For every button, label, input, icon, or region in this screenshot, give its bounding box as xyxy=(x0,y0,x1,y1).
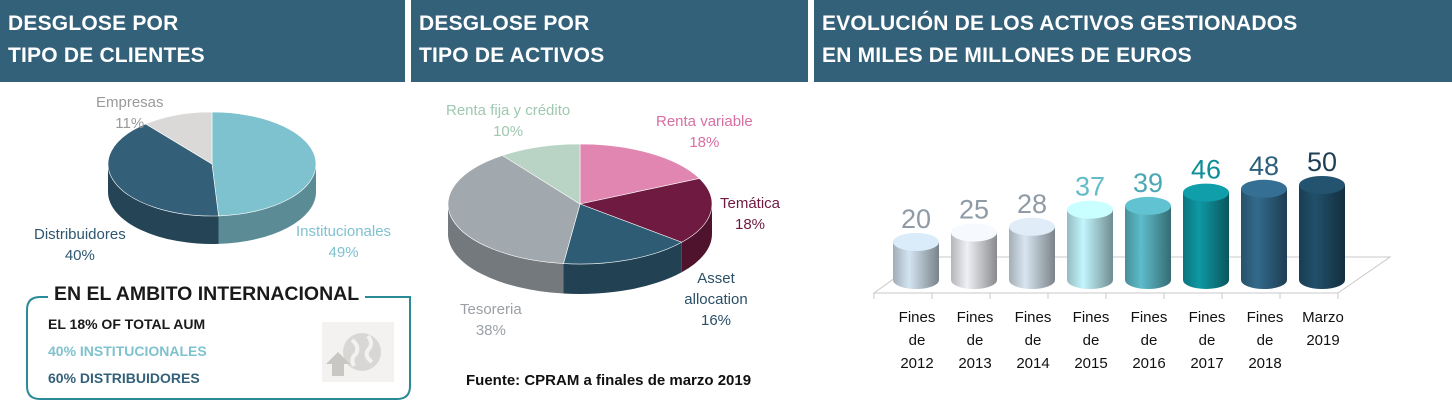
tesoreria-side xyxy=(448,204,564,294)
header-assets-line2: TIPO DE ACTIVOS xyxy=(419,44,605,67)
pie1-label-institucionales: Institucionales 49% xyxy=(296,223,392,261)
tesoreria-slice xyxy=(447,155,581,264)
aum-evolution-bar-chart: 20 25 28 37 39 46 48 50 xyxy=(872,147,1392,299)
header-evolution-line1: EVOLUCIÓN DE LOS ACTIVOS GESTIONADOS xyxy=(822,12,1298,35)
international-line1: EL 18% OF TOTAL AUM xyxy=(48,316,206,332)
tematica-side xyxy=(681,204,712,273)
pie1-label-empresas: Empresas 11% xyxy=(96,94,164,132)
bar-category-label: Fines de 2015 xyxy=(1072,309,1110,372)
bar-category-label: Fines de 2012 xyxy=(898,309,936,372)
asset-allocation-slice xyxy=(563,203,683,265)
international-box: EN EL AMBITO INTERNACIONAL EL 18% OF TOT… xyxy=(26,283,414,400)
bar-value-label: 37 xyxy=(1075,172,1105,202)
header-clients-line1: DESGLOSE POR xyxy=(8,12,179,35)
bar-value-label: 46 xyxy=(1191,155,1221,185)
bar-category-label: Marzo 2019 xyxy=(1302,309,1344,349)
bar-3 xyxy=(1067,209,1113,289)
bar-4 xyxy=(1125,205,1171,289)
bar-value-label: 25 xyxy=(959,195,989,225)
pie2-label-tematica: Temática 18% xyxy=(720,195,781,233)
asset-allocation-side xyxy=(563,242,682,294)
bar-category-label: Fines de 2014 xyxy=(1014,309,1052,372)
bar-top-3 xyxy=(1067,200,1113,219)
bar-value-label: 20 xyxy=(901,204,931,234)
bar-5 xyxy=(1183,192,1229,289)
bar-1 xyxy=(951,232,997,289)
empresas-slice xyxy=(145,112,213,165)
assets-pie-chart xyxy=(447,143,713,294)
bar-value-label: 48 xyxy=(1249,151,1279,181)
header-clients: DESGLOSE POR TIPO DE CLIENTES xyxy=(0,0,405,82)
bar-category-label: Fines de 2017 xyxy=(1188,309,1226,372)
institucionales-side xyxy=(218,164,316,244)
bar-category-label: Fines de 2013 xyxy=(956,309,994,372)
pie2-label-renta-variable: Renta variable 18% xyxy=(656,113,753,151)
clients-pie-chart xyxy=(107,112,317,244)
pie2-label-asset-allocation: Asset allocation 16% xyxy=(684,270,748,329)
pie2-label-renta-fija: Renta fija y crédito 10% xyxy=(446,102,571,140)
bar-top-5 xyxy=(1183,183,1229,202)
renta-fija-slice xyxy=(501,143,581,205)
international-title: EN EL AMBITO INTERNACIONAL xyxy=(48,283,366,306)
bar-value-label: 28 xyxy=(1017,189,1047,219)
bar-top-4 xyxy=(1125,196,1171,215)
bar-category-label: Fines de 2016 xyxy=(1130,309,1168,372)
renta-variable-slice xyxy=(579,143,701,205)
header-assets-line1: DESGLOSE POR xyxy=(419,12,590,35)
distribuidores-slice xyxy=(107,123,219,217)
bar-top-2 xyxy=(1009,217,1055,236)
bar-top-6 xyxy=(1241,179,1287,198)
globe-arrow-icon xyxy=(322,322,394,382)
pie2-label-tesoreria: Tesoreria 38% xyxy=(460,301,522,339)
bar-6 xyxy=(1241,188,1287,289)
international-box-border xyxy=(26,296,411,400)
tematica-slice xyxy=(578,178,713,243)
bar-top-1 xyxy=(951,223,997,242)
source-note: Fuente: CPRAM a finales de marzo 2019 xyxy=(466,372,752,389)
bar-7 xyxy=(1299,185,1345,289)
international-line2: 40% INSTITUCIONALES xyxy=(48,343,207,359)
bar-top-7 xyxy=(1299,176,1345,194)
institucionales-slice xyxy=(211,112,317,217)
distribuidores-side xyxy=(108,164,219,244)
bar-category-label: Fines de 2018 xyxy=(1246,309,1284,372)
pie1-label-distribuidores: Distribuidores 40% xyxy=(34,226,126,264)
header-evolution: EVOLUCIÓN DE LOS ACTIVOS GESTIONADOS EN … xyxy=(814,0,1452,82)
bar-value-label: 39 xyxy=(1133,168,1163,198)
bar-0 xyxy=(893,242,939,289)
international-line3: 60% DISTRIBUIDORES xyxy=(48,370,200,386)
header-assets: DESGLOSE POR TIPO DE ACTIVOS xyxy=(411,0,808,82)
header-evolution-line2: EN MILES DE MILLONES DE EUROS xyxy=(822,44,1192,67)
bar-value-label: 50 xyxy=(1307,147,1337,177)
bar-top-0 xyxy=(893,233,939,251)
header-clients-line2: TIPO DE CLIENTES xyxy=(8,44,205,67)
bar-2 xyxy=(1009,226,1055,289)
